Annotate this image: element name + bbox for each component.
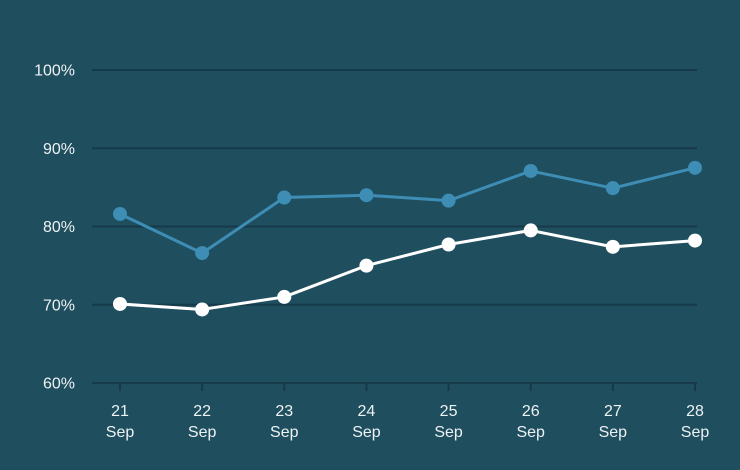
blue-series-point [277, 190, 292, 205]
blue-series-point [523, 163, 538, 178]
x-axis-label-month: Sep [188, 424, 217, 441]
x-axis-label-month: Sep [599, 424, 628, 441]
blue-series-point [195, 246, 210, 261]
x-axis-label-day: 27 [604, 403, 622, 420]
x-axis-label-day: 28 [686, 403, 704, 420]
x-axis-label-day: 22 [193, 403, 211, 420]
white-series-point [441, 237, 456, 252]
white-series-point [195, 302, 210, 317]
x-axis-label-day: 26 [522, 403, 540, 420]
blue-series-point [441, 193, 456, 208]
white-series-point [277, 289, 292, 304]
x-axis-label-day: 23 [275, 403, 293, 420]
white-series-point [523, 223, 538, 238]
white-series-point [113, 296, 127, 311]
x-axis-label-day: 21 [111, 403, 129, 420]
white-series-line [118, 228, 697, 311]
blue-series-point [359, 188, 374, 203]
x-axis-label-month: Sep [270, 424, 299, 441]
white-series-point [688, 233, 702, 248]
x-axis-label-day: 24 [358, 403, 376, 420]
white-series-point [605, 239, 620, 254]
x-axis-label-month: Sep [681, 424, 710, 441]
x-axis-label-month: Sep [434, 424, 463, 441]
x-axis-label-day: 25 [440, 403, 458, 420]
y-axis-label: 80% [43, 219, 75, 236]
blue-series-point [113, 206, 127, 221]
y-axis-label: 70% [43, 297, 75, 314]
x-axis-label-month: Sep [516, 424, 545, 441]
x-axis-label-month: Sep [106, 424, 135, 441]
y-axis-label: 90% [43, 141, 75, 158]
x-axis-label-month: Sep [352, 424, 381, 441]
blue-series-line [118, 166, 697, 255]
y-axis-label: 60% [43, 376, 75, 393]
y-axis-label: 100% [34, 63, 75, 80]
blue-series-point [688, 160, 702, 175]
white-series-point [359, 258, 374, 273]
blue-series-point [605, 181, 620, 196]
